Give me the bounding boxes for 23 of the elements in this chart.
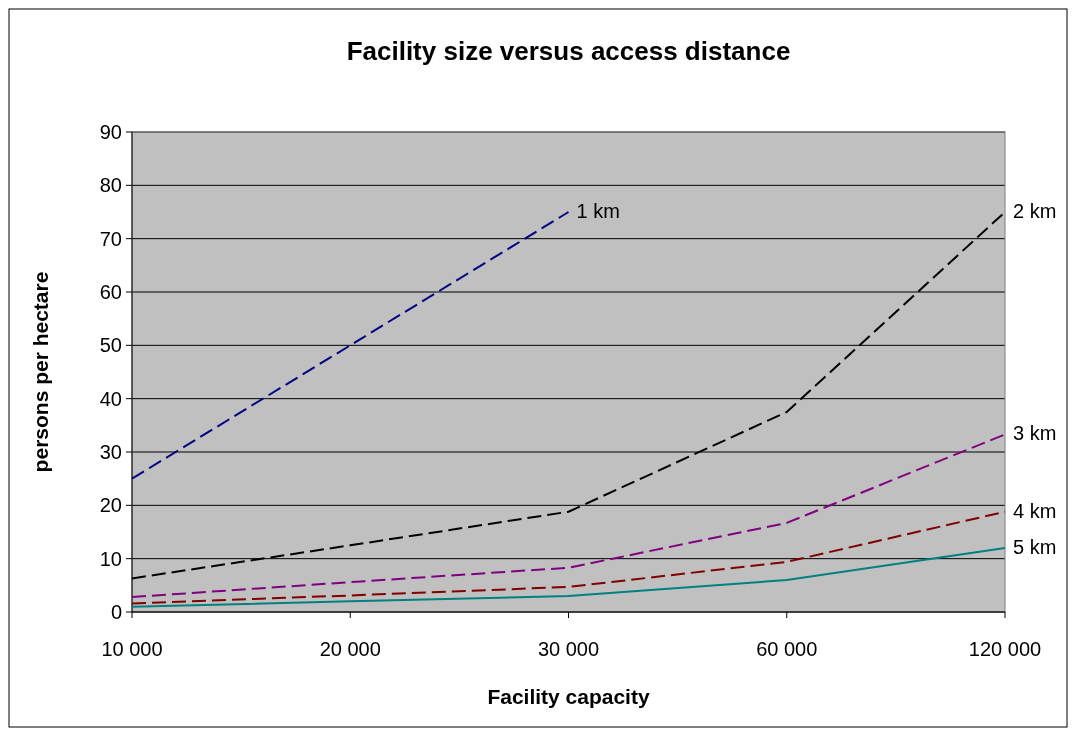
y-tick-label: 50 [99, 334, 122, 357]
x-tick-label: 10 000 [101, 638, 163, 660]
y-tick-label: 40 [99, 387, 122, 410]
series-label: 5 km [1013, 536, 1057, 558]
y-tick-label: 70 [99, 227, 122, 250]
y-tick-label: 10 [99, 547, 122, 570]
y-tick-label: 0 [110, 601, 122, 623]
y-tick-label: 20 [99, 494, 122, 517]
x-axis-title: Facility capacity [487, 685, 650, 708]
y-tick-label: 80 [99, 174, 122, 197]
y-tick-label: 60 [99, 281, 122, 303]
x-tick-label: 60 000 [756, 638, 818, 660]
y-tick-label: 30 [99, 441, 122, 463]
y-axis-title: persons per hectare [29, 271, 52, 473]
series-label: 3 km [1013, 422, 1057, 445]
series-label: 1 km [576, 200, 620, 222]
y-tick-label: 90 [99, 121, 122, 143]
series-label: 2 km [1013, 200, 1057, 222]
x-tick-label: 30 000 [537, 638, 600, 660]
x-tick-label: 120 000 [968, 638, 1042, 660]
x-tick-label: 20 000 [319, 638, 381, 660]
series-label: 4 km [1013, 499, 1057, 522]
chart-title: Facility size versus access distance [346, 36, 791, 66]
